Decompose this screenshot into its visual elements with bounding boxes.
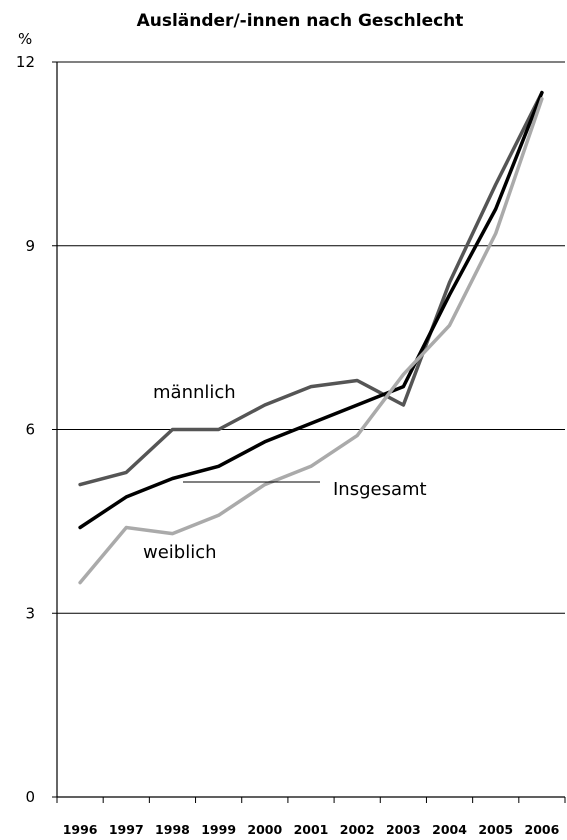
- x-tick-label: 2005: [478, 822, 513, 837]
- series-line-insgesamt: [78, 90, 544, 530]
- y-tick-label: 9: [25, 237, 35, 255]
- x-tick-label: 2004: [432, 822, 467, 837]
- axes: 0 3 6 9 12 1996 1997 1998 1999 2000 2001 2002 2003 20…: [16, 53, 566, 837]
- chart-title: Ausländer/-innen nach Geschlecht: [137, 11, 464, 31]
- gridlines: [57, 61, 565, 614]
- x-tick-label: 1999: [201, 822, 236, 837]
- series-line-weiblich: [78, 97, 544, 585]
- series-label-insgesamt: Insgesamt: [333, 479, 427, 500]
- x-tick-label: 1997: [109, 822, 144, 837]
- y-tick-label: 12: [16, 53, 35, 71]
- x-tick-label: 1998: [155, 822, 190, 837]
- x-tick-label: 2002: [340, 822, 375, 837]
- series-line-maennlich: [78, 90, 544, 487]
- y-tick-label: 0: [25, 788, 35, 806]
- x-tick-label: 2006: [525, 822, 560, 837]
- series-label-weiblich: weiblich: [143, 542, 217, 563]
- series-labels: männlich Insgesamt weiblich: [143, 382, 427, 563]
- x-tick-label: 2001: [294, 822, 329, 837]
- x-tick-label: 2003: [386, 822, 421, 837]
- x-tick-label: 2000: [247, 822, 282, 837]
- y-tick-label: 3: [25, 604, 35, 622]
- series-label-maennlich: männlich: [153, 382, 236, 403]
- y-axis-unit-label: %: [18, 30, 32, 48]
- x-tick-label: 1996: [63, 822, 98, 837]
- y-tick-label: 6: [25, 421, 35, 439]
- series-lines: [78, 90, 544, 585]
